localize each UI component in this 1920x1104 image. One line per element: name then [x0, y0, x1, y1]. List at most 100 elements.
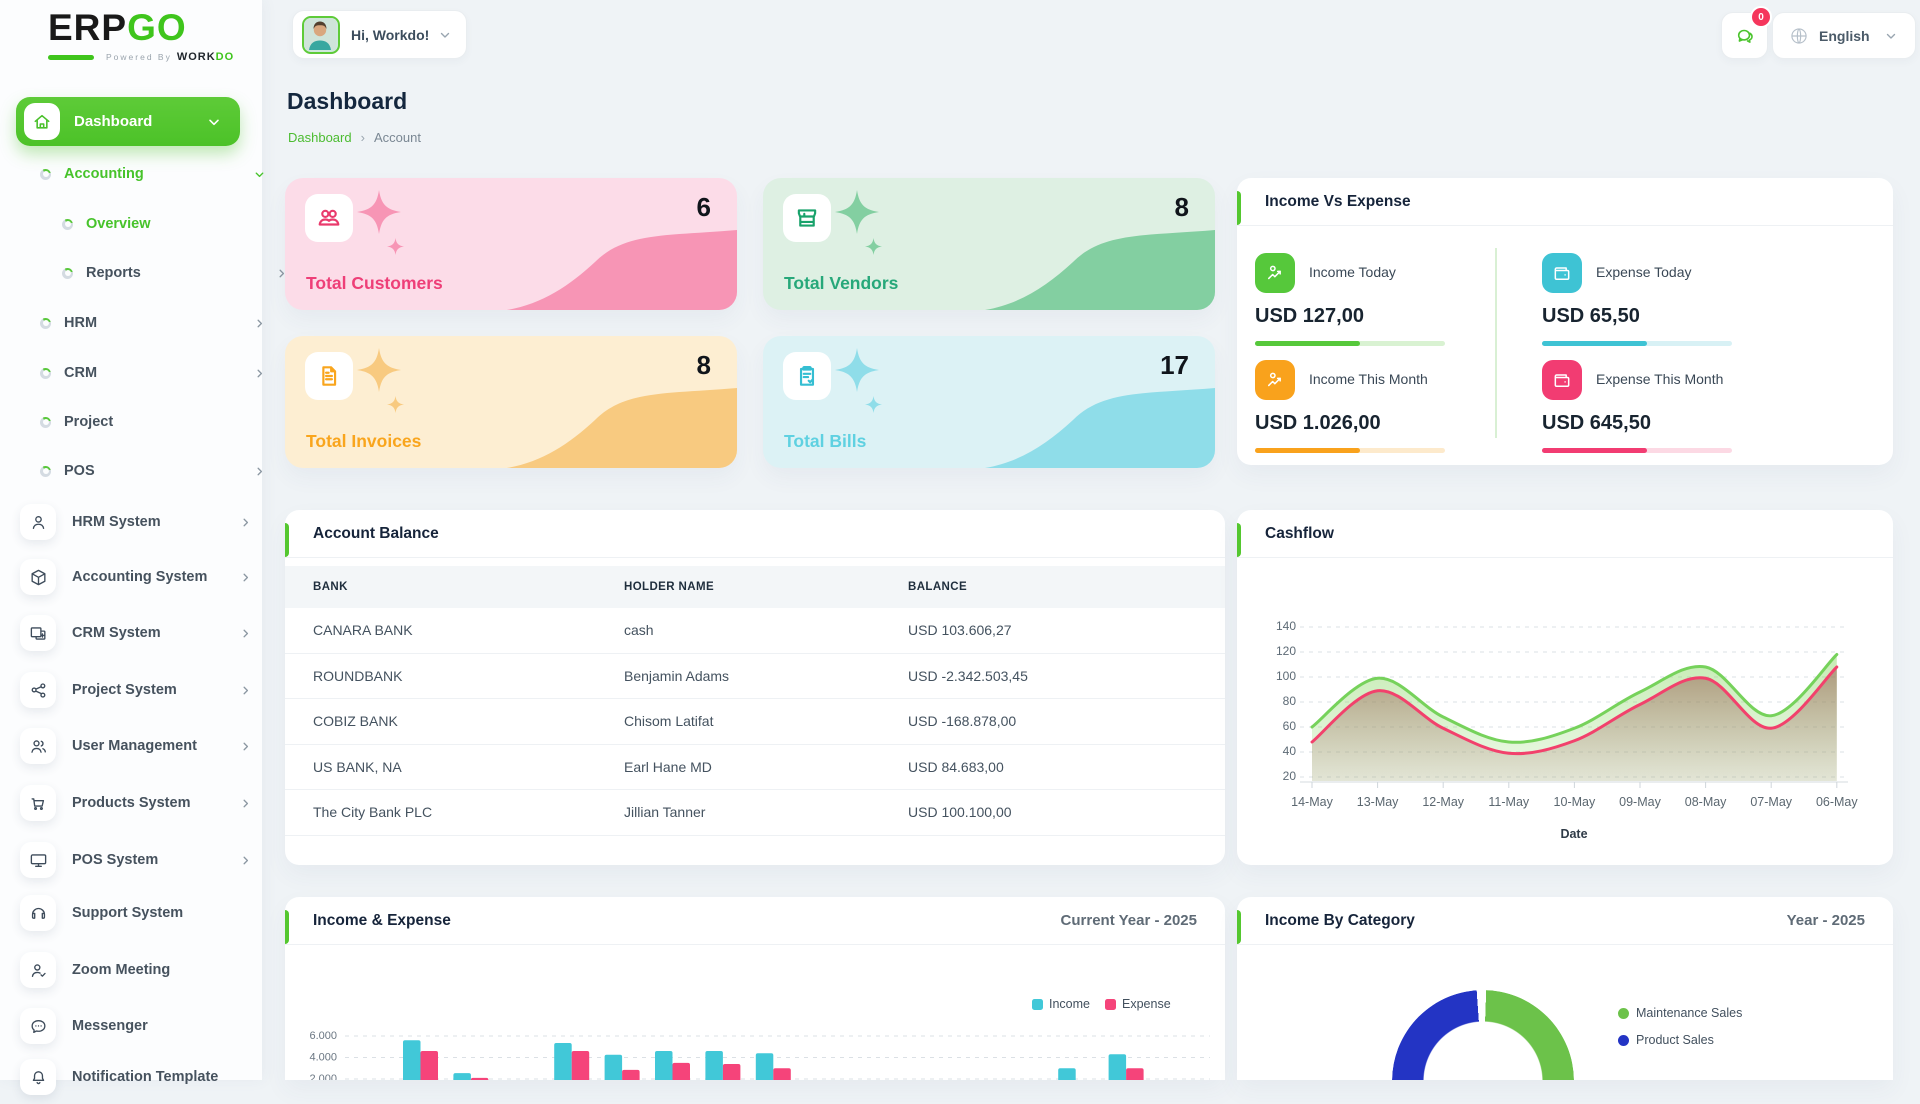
- headset-icon: [20, 895, 56, 931]
- panel-accent: [1237, 191, 1241, 225]
- svg-text:2.000: 2.000: [309, 1073, 337, 1080]
- chevron-right-icon: [253, 465, 266, 478]
- panel-subtitle: Year - 2025: [1786, 912, 1865, 929]
- sidebar-item-accounting-system[interactable]: Accounting System: [0, 550, 282, 604]
- browser-icon: [20, 615, 56, 651]
- workdo-wordmark: WORKDO: [176, 51, 235, 63]
- chevron-down-icon: [253, 168, 266, 181]
- income-icon: [1255, 253, 1295, 293]
- table-row: ROUNDBANK Benjamin Adams USD -2.342.503,45: [285, 654, 1225, 699]
- bullet-icon: [62, 218, 73, 230]
- svg-text:120: 120: [1276, 644, 1296, 658]
- chevron-right-icon: [239, 684, 252, 697]
- clipboard-icon: [783, 352, 831, 400]
- language-selector[interactable]: English: [1772, 12, 1916, 59]
- chevron-right-icon: [239, 571, 252, 584]
- sidebar-item-pos[interactable]: POS: [0, 451, 302, 491]
- avatar: [302, 15, 340, 54]
- stat-card-total-customers: 6 Total Customers: [285, 178, 737, 310]
- sidebar-item-project-system[interactable]: Project System: [0, 663, 282, 717]
- chevron-right-icon: [239, 797, 252, 810]
- income-vs-expense-panel: Income Vs Expense Income Today USD 127,00…: [1237, 178, 1893, 465]
- svg-text:13-May: 13-May: [1357, 795, 1399, 809]
- stat-label: Total Invoices: [306, 431, 422, 451]
- table-header: BANK HOLDER NAME BALANCE: [285, 566, 1225, 608]
- sidebar-item-reports[interactable]: Reports: [0, 253, 324, 293]
- income-expense-chart: 6.000 4.000 2.000: [309, 1030, 1210, 1080]
- sidebar-item-crm[interactable]: CRM: [0, 353, 302, 393]
- bullet-icon: [40, 168, 51, 180]
- sidebar-item-hrm[interactable]: HRM: [0, 303, 302, 343]
- sidebar-item-support-system[interactable]: Support System: [0, 886, 282, 940]
- sidebar-item-zoom-meeting[interactable]: Zoom Meeting: [0, 943, 282, 997]
- svg-text:60: 60: [1283, 719, 1297, 733]
- column-header: BANK: [313, 581, 348, 593]
- column-header: HOLDER NAME: [624, 581, 715, 593]
- sidebar-item-accounting[interactable]: Accounting: [0, 154, 302, 194]
- home-icon: [24, 103, 60, 140]
- chevron-right-icon: [239, 627, 252, 640]
- stat-card-total-invoices: 8 Total Invoices: [285, 336, 737, 468]
- panel-title: Income By Category: [1265, 911, 1415, 929]
- panel-title: Cashflow: [1265, 524, 1334, 542]
- svg-text:14-May: 14-May: [1291, 795, 1333, 809]
- breadcrumb-link-dashboard[interactable]: Dashboard: [288, 130, 352, 145]
- chevron-right-icon: [275, 267, 288, 280]
- stat-value: 17: [1160, 350, 1189, 380]
- breadcrumb: Dashboard › Account: [288, 130, 421, 145]
- sidebar-item-project[interactable]: Project: [0, 402, 302, 442]
- svg-text:07-May: 07-May: [1750, 795, 1792, 809]
- account-balance-panel: Account Balance BANK HOLDER NAME BALANCE C…: [285, 510, 1225, 865]
- legend-product-sales: Product Sales: [1618, 1033, 1714, 1047]
- stat-card-total-bills: 17 Total Bills: [763, 336, 1215, 468]
- table-row: The City Bank PLC Jillian Tanner USD 100.1…: [285, 790, 1225, 836]
- wallet-icon: [1542, 253, 1582, 293]
- user-menu-button[interactable]: Hi, Workdo!: [292, 10, 468, 59]
- svg-text:4.000: 4.000: [309, 1051, 337, 1063]
- breadcrumb-separator: ›: [360, 130, 365, 145]
- cube-icon: [20, 559, 56, 595]
- chevron-right-icon: [239, 516, 252, 529]
- sidebar-item-dashboard[interactable]: Dashboard: [16, 97, 240, 146]
- sidebar-item-user-management[interactable]: User Management: [0, 719, 282, 773]
- stat-value: 6: [696, 192, 711, 222]
- table-row: COBIZ BANK Chisom Latifat USD -168.878,00: [285, 699, 1225, 745]
- svg-text:40: 40: [1283, 744, 1297, 758]
- legend-expense: Expense: [1105, 997, 1171, 1011]
- brand-underline: [48, 54, 94, 60]
- sidebar-item-overview[interactable]: Overview: [0, 204, 324, 244]
- stat-value: 8: [696, 350, 711, 380]
- panel-accent: [1237, 523, 1241, 557]
- breadcrumb-current: Account: [373, 130, 421, 145]
- panel-subtitle: Current Year - 2025: [1060, 912, 1197, 929]
- brand-tagline: Powered By: [106, 52, 172, 62]
- svg-text:6.000: 6.000: [309, 1030, 337, 1042]
- svg-text:20: 20: [1283, 769, 1297, 783]
- panel-title: Account Balance: [313, 524, 439, 542]
- chevron-right-icon: [253, 317, 266, 330]
- cashflow-chart: 140 120 100 80 60 40 20 14-May 13-May 12-May 11-Ma…: [1276, 619, 1858, 841]
- language-label: English: [1819, 27, 1870, 44]
- divider: [1495, 248, 1497, 438]
- svg-text:10-May: 10-May: [1554, 795, 1596, 809]
- sidebar-item-hrm-system[interactable]: HRM System: [0, 495, 282, 549]
- income-expense-panel: Income & Expense Current Year - 2025 Inc…: [285, 897, 1225, 1080]
- sidebar-item-notification-template[interactable]: Notification Template: [0, 1050, 282, 1104]
- svg-text:12-May: 12-May: [1422, 795, 1464, 809]
- svg-text:100: 100: [1276, 669, 1296, 683]
- wallet-icon: [1542, 360, 1582, 400]
- table-row: US BANK, NA Earl Hane MD USD 84.683,00: [285, 745, 1225, 790]
- svg-text:Date: Date: [1560, 827, 1587, 841]
- bullet-icon: [40, 367, 51, 379]
- sidebar-item-messenger[interactable]: Messenger: [0, 999, 282, 1053]
- chevron-down-icon: [206, 114, 222, 130]
- sidebar-item-pos-system[interactable]: POS System: [0, 833, 282, 887]
- person-check-icon: [20, 952, 56, 988]
- brand-name: ERPGO: [48, 7, 187, 48]
- income-icon: [1255, 360, 1295, 400]
- brand-logo[interactable]: ERPGO Powered By WORKDO: [48, 8, 248, 63]
- sidebar-item-products-system[interactable]: Products System: [0, 776, 282, 830]
- sidebar-item-crm-system[interactable]: CRM System: [0, 606, 282, 660]
- cart-icon: [20, 785, 56, 821]
- bullet-icon: [40, 465, 51, 477]
